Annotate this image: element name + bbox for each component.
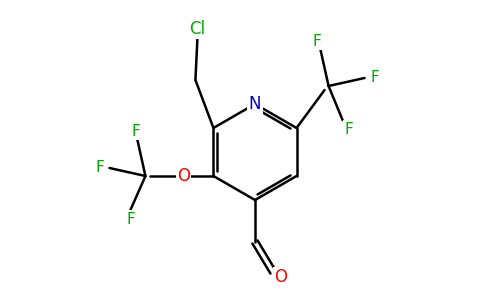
Text: Cl: Cl [189, 20, 206, 38]
Text: O: O [177, 167, 190, 185]
Text: N: N [249, 95, 261, 113]
Text: F: F [126, 212, 135, 226]
Text: F: F [131, 124, 140, 139]
Text: O: O [274, 268, 287, 286]
Text: F: F [312, 34, 321, 49]
Text: F: F [95, 160, 104, 175]
Text: F: F [344, 122, 353, 136]
Text: F: F [370, 70, 379, 86]
